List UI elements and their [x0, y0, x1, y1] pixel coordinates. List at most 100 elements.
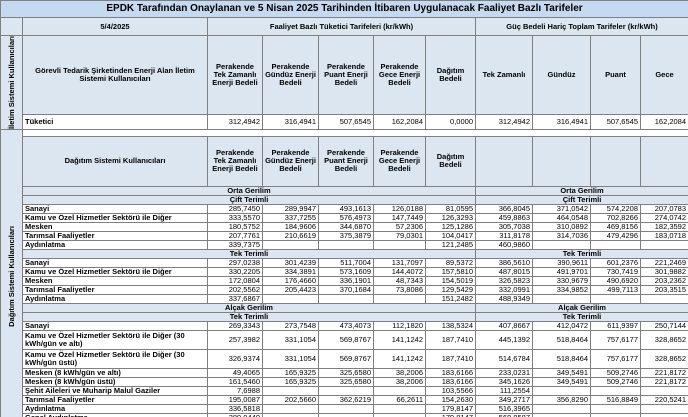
value: 314,7036 — [532, 230, 591, 241]
row-name: Mesken (8 kWh/gün üstü) — [22, 376, 208, 387]
table-row: Alçak Gerilim Alçak Gerilim — [1, 302, 688, 313]
value: 345,1626 — [475, 376, 533, 387]
blank — [475, 135, 533, 187]
term-header: Tek Terimli — [474, 248, 688, 259]
value: 331,1054 — [262, 329, 319, 350]
value: 312,4942 — [475, 114, 533, 130]
column-header: Perakende Gündüz Enerji Bedeli — [262, 135, 319, 187]
value: 326,5823 — [475, 275, 533, 286]
value: 375,3879 — [318, 230, 374, 241]
value: 7,6988 — [207, 385, 263, 396]
value: 601,2376 — [590, 257, 641, 268]
table-row: Mesken 172,0804 176,4660 336,1901 48,7343 154… — [1, 275, 688, 286]
table-row: Kamu ve Özel Hizmetler Sektörü ile Diğer… — [1, 212, 688, 223]
value: 356,8290 — [532, 394, 591, 405]
value: 138,5324 — [425, 320, 476, 331]
value: 330,9679 — [532, 275, 591, 286]
value: 568,8587 — [475, 412, 533, 417]
value: 518,8464 — [532, 348, 591, 369]
value: 573,1609 — [318, 266, 374, 277]
value: 157,5810 — [425, 266, 476, 277]
table-row: Dağıtım Sistemi Kullanıcıları Perakende T… — [1, 135, 688, 187]
value — [590, 239, 641, 250]
column-header: Dağıtım Bedeli — [425, 34, 476, 116]
value: 103,5566 — [425, 385, 476, 396]
value: 147,7449 — [373, 212, 426, 223]
value: 730,7419 — [590, 266, 641, 277]
table-row: Kamu ve Özel Hizmetler Sektörü ile Diğer… — [1, 329, 688, 350]
value: 187,7410 — [425, 348, 476, 369]
table-row: Aydınlatma 336,5818 179,8147 516,3965 — [1, 403, 688, 414]
voltage-header: Orta Gerilim — [474, 185, 688, 196]
value — [639, 239, 688, 250]
value: 337,7255 — [262, 212, 319, 223]
value: 297,0238 — [207, 257, 263, 268]
value: 66,2611 — [373, 394, 426, 405]
table-row: 5/4/2025 Faaliyet Bazlı Tüketici Tarifele… — [0, 17, 688, 36]
column-header: Perakende Puant Enerji Bedeli — [318, 34, 374, 116]
value — [590, 412, 641, 417]
value: 412,0472 — [532, 320, 591, 331]
value — [262, 385, 319, 396]
table-row: Çift Terimli Çift Terimli — [1, 194, 688, 205]
table-row: Mesken 180,5752 184,9606 344,6870 57,2306 125… — [1, 221, 688, 232]
title: EPDK Tarafından Onaylanan ve 5 Nisan 202… — [0, 0, 688, 18]
value: 161,5460 — [207, 376, 263, 387]
value: 479,4296 — [590, 230, 641, 241]
blank — [639, 135, 688, 187]
table-row: Dağıtım Sistemi Kullanıcıları — [0, 128, 688, 417]
value — [639, 412, 688, 417]
value: 325,6580 — [318, 376, 374, 387]
value: 336,1901 — [318, 275, 374, 286]
value: 220,5241 — [639, 394, 688, 405]
row-name: Aydınlatma — [22, 403, 208, 414]
table-row: Sanayi 285,7450 289,9947 493,1613 126,0188 81… — [1, 203, 688, 214]
value: 325,6580 — [318, 367, 374, 378]
value: 38,2006 — [373, 376, 426, 387]
table-row: Sanayi 269,3343 273,7548 473,4073 112,1820 13… — [1, 320, 688, 331]
table-row: Aydınlatma 339,7375 121,2485 460,9860 — [1, 239, 688, 250]
value: 390,9611 — [532, 257, 591, 268]
table-row: Genel Aydınlatma389,0440 179,8147568,8587 — [1, 412, 688, 417]
value: 370,1684 — [318, 284, 374, 295]
row-name: Kamu ve Özel Hizmetler Sektörü ile Diğer… — [22, 329, 208, 350]
table-row: Tarımsal Faaliyetler 202,5562 205,4423 370,… — [1, 284, 688, 295]
value: 250,7144 — [639, 320, 688, 331]
date: 5/4/2025 — [22, 17, 208, 36]
value: 509,2746 — [590, 367, 641, 378]
spacer — [21, 128, 688, 137]
value — [373, 403, 426, 414]
value: 611,9397 — [590, 320, 641, 331]
value: 334,3891 — [262, 266, 319, 277]
blank — [590, 135, 641, 187]
value: 301,9882 — [639, 266, 688, 277]
row-name: Şehit Aileleri ve Muharip Malul Gaziler — [22, 385, 208, 396]
value: 301,4239 — [262, 257, 319, 268]
value: 569,8767 — [318, 329, 374, 350]
value: 129,5429 — [425, 284, 476, 295]
value: 514,6784 — [475, 348, 533, 369]
value: 310,0892 — [532, 221, 591, 232]
value: 349,5491 — [532, 367, 591, 378]
table-row: Tarımsal Faaliyetler 207,7761 210,6619 375,… — [1, 230, 688, 241]
side-label-text: İletim Sistemi Kullanıcıları — [6, 36, 16, 129]
value: 757,6177 — [590, 329, 641, 350]
value: 518,8464 — [532, 329, 591, 350]
value — [318, 293, 374, 304]
value: 183,0718 — [639, 230, 688, 241]
value: 182,3592 — [639, 221, 688, 232]
row-name: Kamu ve Özel Hizmetler Sektörü ile Diğer… — [22, 348, 208, 369]
column-header: Perakende Puant Enerji Bedeli — [318, 135, 374, 187]
row-name: Tarımsal Faaliyetler — [22, 230, 208, 241]
value: 516,8849 — [590, 394, 641, 405]
value — [373, 293, 426, 304]
value: 207,0783 — [639, 203, 688, 214]
value: 507,6545 — [318, 114, 374, 130]
value: 289,9947 — [262, 203, 319, 214]
row-name: Mesken — [22, 275, 208, 286]
value: 331,1054 — [262, 348, 319, 369]
table-row: EPDK Tarafından Onaylanan ve 5 Nisan 202… — [0, 0, 688, 18]
term-header: Tek Terimli — [474, 311, 688, 322]
column-header: Perakende Tek Zamanlı Enerji Bedeli — [207, 135, 263, 187]
